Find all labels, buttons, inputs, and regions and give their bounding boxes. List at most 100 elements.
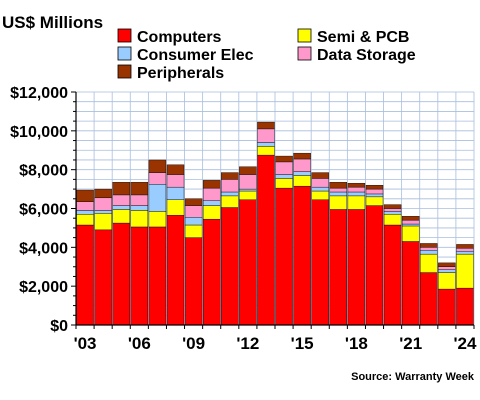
bar-2017-data-storage [329, 187, 348, 193]
bar-2020-computers [383, 224, 402, 326]
bar-2012-peripherals [239, 166, 257, 175]
bar-2014-consumer-elec [275, 174, 293, 179]
bar-2018-peripherals [347, 183, 366, 188]
bar-2019-semi-pcb [365, 196, 384, 206]
bar-2023-computers [438, 288, 456, 326]
bar-2021-semi-pcb [401, 225, 420, 242]
bar-2018-computers [347, 209, 366, 326]
bar-2023-consumer-elec [438, 269, 456, 273]
y-tick-label: $6,000 [19, 202, 68, 219]
bar-2022-data-storage [420, 247, 438, 251]
x-tick-label: '21 [399, 334, 422, 353]
bar-2015-semi-pcb [293, 175, 311, 187]
bar-2017-semi-pcb [329, 195, 348, 210]
bar-2019-consumer-elec [365, 193, 384, 198]
legend-swatch-4 [117, 64, 132, 79]
bar-2019-data-storage [365, 188, 384, 195]
bar-2017-consumer-elec [329, 191, 348, 197]
y-tick-label: $2,000 [19, 279, 68, 296]
bar-2009-data-storage [184, 205, 203, 218]
bar-2005-peripherals [112, 182, 130, 196]
bar-2016-consumer-elec [311, 186, 329, 192]
bar-2017-computers [329, 209, 348, 326]
bar-2005-data-storage [112, 194, 130, 206]
bar-2013-computers [257, 154, 275, 326]
bar-2020-consumer-elec [383, 211, 402, 215]
x-axis-tick-labels: '03 '06 '09 '12 '15 '18 '21 '24 [74, 334, 477, 353]
bar-2022-computers [420, 272, 438, 326]
bar-2008-consumer-elec [166, 186, 185, 200]
x-tick-label: '15 [291, 334, 314, 353]
bar-2012-computers [239, 199, 257, 326]
bar-2022-semi-pcb [420, 253, 438, 273]
bar-2010-data-storage [202, 187, 221, 201]
bar-2012-semi-pcb [239, 190, 257, 200]
x-tick-label: '24 [453, 334, 476, 353]
bar-2024-computers [456, 287, 474, 326]
bar-2003-semi-pcb [76, 214, 94, 226]
legend-swatch-3 [297, 46, 312, 61]
legend-swatch-0 [117, 28, 132, 43]
bar-2021-data-storage [401, 219, 420, 225]
bar-2024-semi-pcb [456, 253, 474, 289]
bar-2023-peripherals [438, 262, 456, 267]
source-note: Source: Warranty Week [351, 371, 475, 383]
bar-2006-consumer-elec [130, 205, 149, 211]
bar-2019-computers [365, 205, 384, 326]
bar-2021-consumer-elec [401, 223, 420, 227]
bar-2006-semi-pcb [130, 210, 149, 228]
y-tick-label: $0 [50, 318, 68, 335]
bar-2018-data-storage [347, 186, 366, 193]
bar-2007-computers [148, 226, 167, 326]
bar-2008-computers [166, 215, 185, 326]
bar-2004-semi-pcb [94, 213, 112, 231]
bar-2016-data-storage [311, 178, 329, 188]
legend-label-0: Computers [137, 29, 222, 46]
bar-2010-semi-pcb [202, 205, 221, 220]
bar-2009-computers [184, 237, 203, 326]
bar-2011-semi-pcb [221, 195, 239, 208]
bar-2013-peripherals [257, 121, 275, 130]
bar-2003-consumer-elec [76, 210, 94, 215]
bar-2011-computers [221, 207, 239, 326]
bar-2022-peripherals [420, 243, 438, 248]
x-tick-label: '09 [182, 334, 205, 353]
bar-2011-peripherals [221, 172, 239, 180]
bar-2010-consumer-elec [202, 200, 221, 206]
bar-2021-peripherals [401, 216, 420, 221]
legend-label-3: Data Storage [317, 47, 416, 64]
bar-2005-consumer-elec [112, 205, 130, 210]
bar-2009-semi-pcb [184, 224, 203, 238]
bar-2015-consumer-elec [293, 171, 311, 176]
bar-2005-computers [112, 222, 130, 326]
bar-2006-computers [130, 226, 149, 326]
y-tick-label: $4,000 [19, 240, 68, 257]
bars [76, 121, 474, 326]
bar-2009-consumer-elec [184, 217, 203, 226]
legend-swatch-2 [117, 46, 132, 61]
bar-2016-computers [311, 199, 329, 326]
bar-2024-consumer-elec [456, 251, 474, 255]
bar-2014-semi-pcb [275, 178, 293, 189]
bar-2010-computers [202, 218, 221, 326]
y-tick-label: $10,000 [10, 124, 68, 141]
bar-2011-consumer-elec [221, 191, 239, 197]
bar-2003-peripherals [76, 189, 94, 202]
bar-2023-data-storage [438, 266, 456, 270]
bar-2024-data-storage [456, 248, 474, 252]
bar-2008-peripherals [166, 164, 185, 175]
bar-2015-computers [293, 185, 311, 326]
y-tick-label: $12,000 [10, 85, 68, 102]
bar-2020-data-storage [383, 208, 402, 212]
bar-2012-data-storage [239, 174, 257, 190]
bar-2018-semi-pcb [347, 195, 366, 210]
bar-2013-semi-pcb [257, 146, 275, 156]
bar-2017-peripherals [329, 182, 348, 189]
x-tick-label: '03 [74, 334, 97, 353]
bar-2024-peripherals [456, 244, 474, 249]
bar-2006-data-storage [130, 194, 149, 206]
x-tick-label: '06 [128, 334, 151, 353]
bar-2008-semi-pcb [166, 199, 185, 216]
bar-2015-peripherals [293, 152, 311, 160]
bar-2016-semi-pcb [311, 190, 329, 200]
